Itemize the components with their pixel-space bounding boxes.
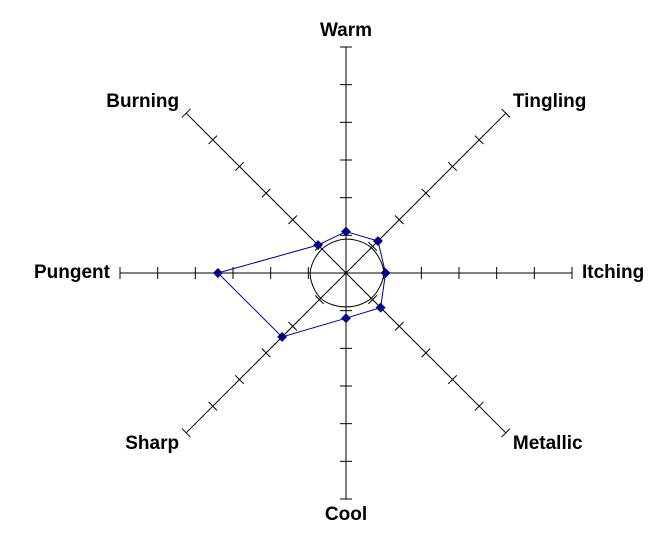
tick-mark: [501, 108, 511, 118]
data-point: [277, 331, 288, 342]
tick-mark: [474, 401, 484, 411]
tick-mark: [261, 348, 271, 358]
tick-mark: [208, 401, 218, 411]
axis-label: Tingling: [513, 91, 587, 112]
axis-label: Pungent: [34, 262, 111, 283]
tick-mark: [394, 321, 404, 331]
tick-mark: [314, 295, 324, 305]
tick-mark: [421, 348, 431, 358]
axis-label: Itching: [582, 262, 644, 283]
tick-mark: [181, 108, 191, 118]
data-point: [375, 302, 386, 313]
data-point: [341, 226, 351, 237]
axis-label: Metallic: [513, 433, 583, 454]
tick-mark: [368, 295, 378, 305]
data-point: [373, 236, 383, 246]
tick-mark: [421, 188, 431, 198]
series-curve: [309, 238, 385, 308]
tick-mark: [474, 135, 484, 145]
data-point: [212, 268, 223, 278]
axis-label: Burning: [106, 91, 179, 112]
tick-mark: [447, 374, 458, 385]
tick-mark: [368, 241, 378, 251]
tick-mark: [447, 161, 458, 172]
tick-mark: [208, 135, 218, 145]
axis-label: Sharp: [125, 433, 179, 454]
data-point: [380, 268, 391, 278]
axis-label: Cool: [325, 504, 367, 525]
data-point: [341, 313, 351, 324]
tick-mark: [288, 215, 298, 225]
series-polygon: [216, 231, 387, 338]
tick-mark: [234, 161, 245, 172]
tick-mark: [261, 188, 271, 198]
tick-mark: [181, 428, 191, 438]
tick-mark: [234, 374, 245, 385]
data-point: [313, 240, 323, 250]
tick-mark: [394, 215, 404, 225]
tick-mark: [501, 428, 511, 438]
tick-mark: [288, 321, 298, 331]
axis-label: Warm: [320, 20, 372, 41]
